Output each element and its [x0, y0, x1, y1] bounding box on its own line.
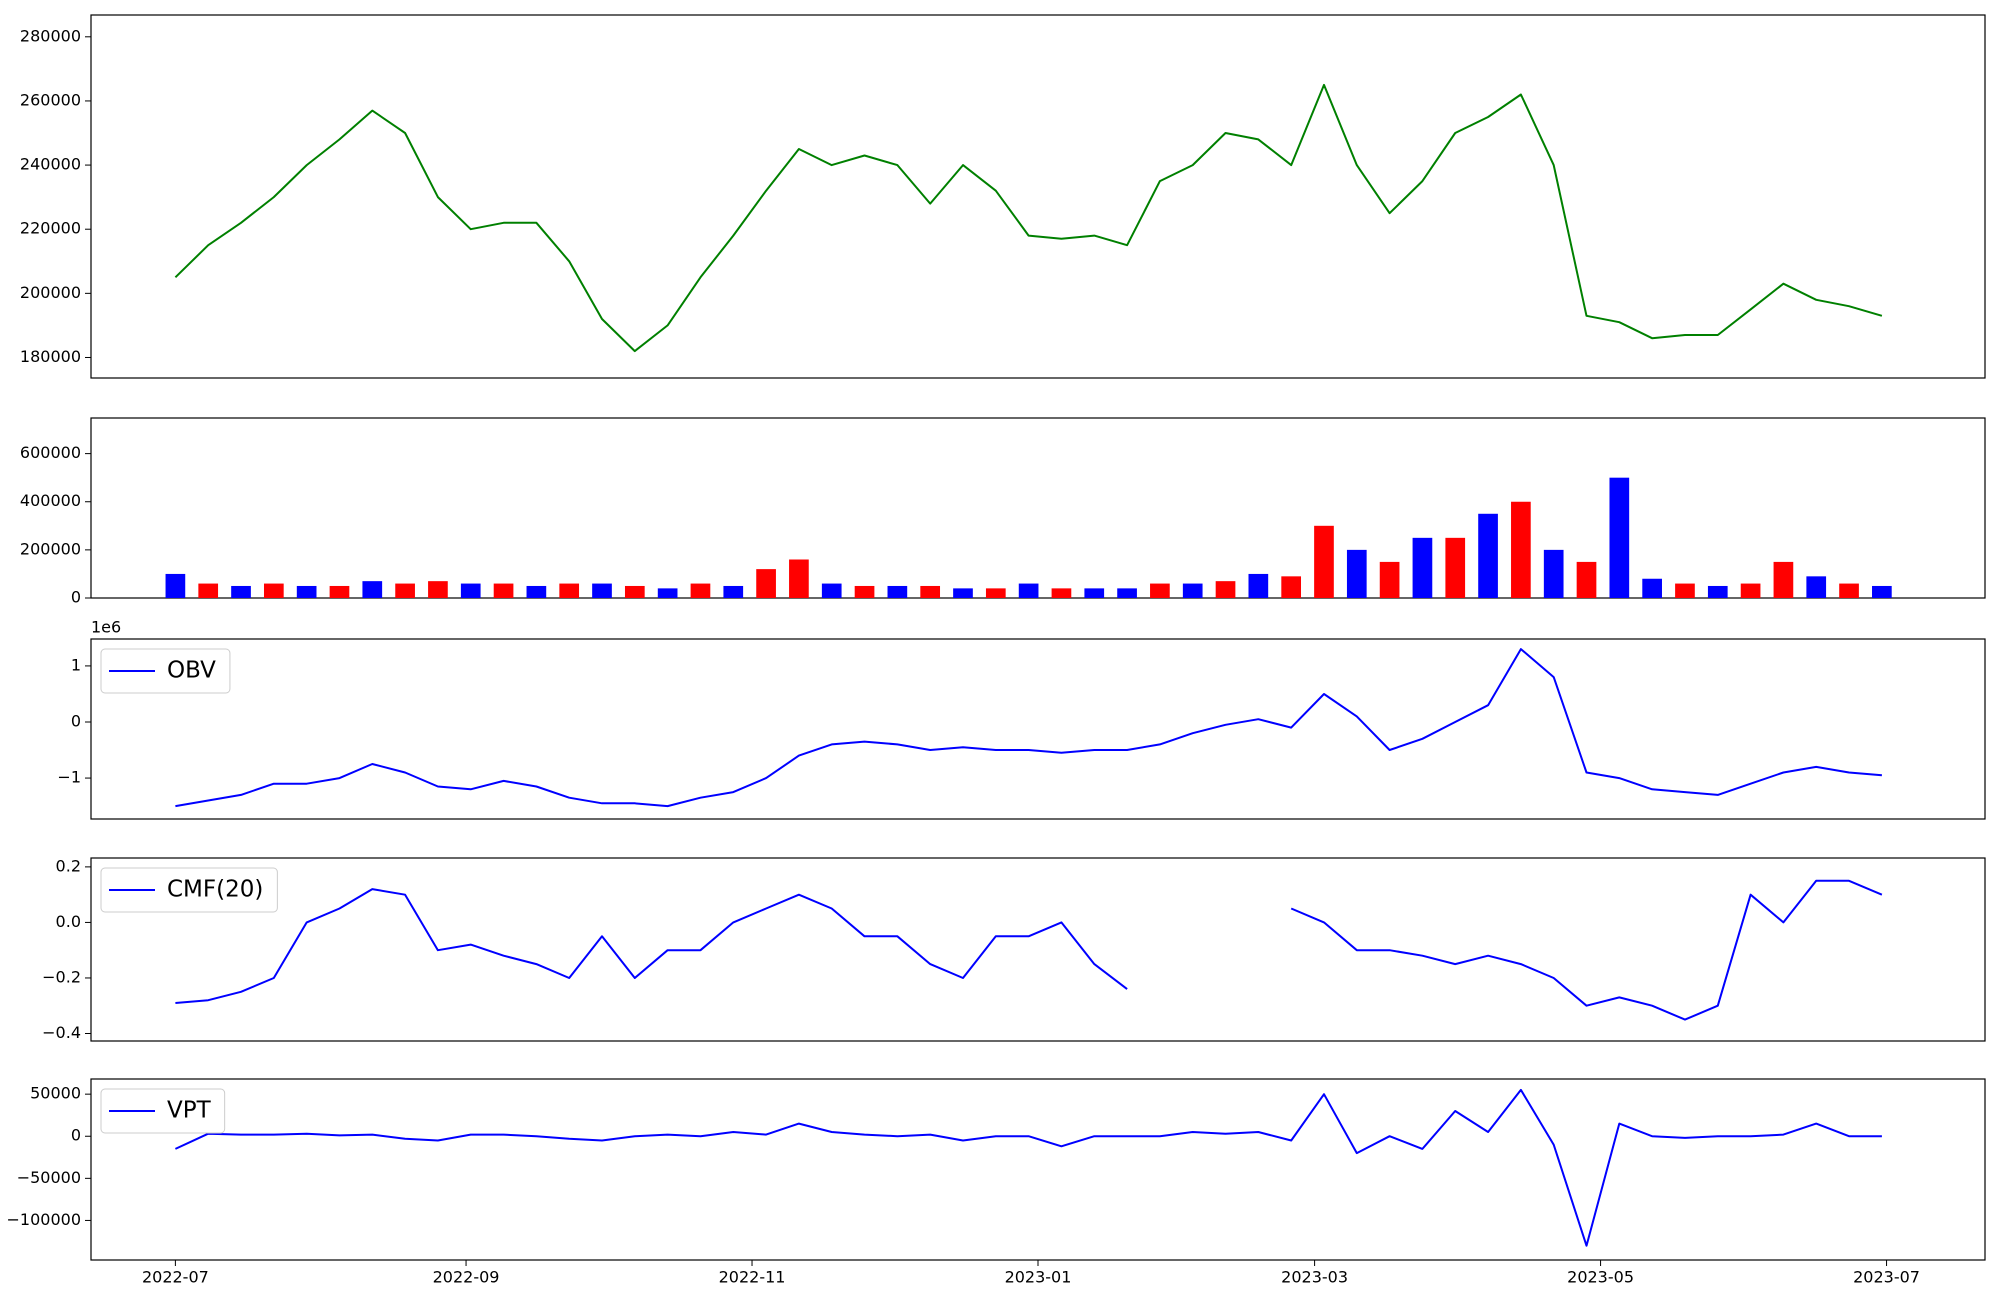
legend-label: VPT: [167, 1098, 212, 1124]
volume-bar: [756, 569, 776, 598]
y-tick-label: 1: [71, 655, 81, 674]
y-tick-label: 200000: [20, 539, 81, 558]
volume-bar: [1281, 576, 1302, 598]
volume-bar: [1445, 537, 1466, 598]
y-tick-label: −1: [57, 768, 81, 787]
legend-box: [100, 648, 231, 694]
volume-bar: [1314, 525, 1334, 598]
series-line: [174, 1088, 1882, 1247]
axes-frame: [90, 638, 1986, 820]
series-line: [174, 83, 1883, 353]
y-tick-label: −0.2: [42, 967, 81, 986]
series-line: [175, 879, 1883, 1021]
volume-bar: [1379, 561, 1400, 598]
volume-bar: [1740, 583, 1761, 598]
volume-bar: [1346, 549, 1367, 598]
y-tick-label: 280000: [20, 26, 81, 45]
axes-frame: [90, 857, 1986, 1042]
volume-bar: [1018, 583, 1039, 598]
y-tick-label: 260000: [20, 90, 81, 109]
volume-bar: [1478, 513, 1498, 598]
volume-bar: [493, 583, 514, 598]
y-tick-label: 240000: [20, 155, 81, 174]
x-tick-label: 2022-07: [142, 1268, 209, 1287]
x-tick-label: 2022-09: [433, 1268, 500, 1287]
volume-bar: [624, 585, 645, 598]
volume-bar: [887, 585, 908, 598]
volume-bar: [1084, 588, 1105, 598]
y-tick-label: 0.0: [56, 912, 81, 931]
volume-bar: [1872, 585, 1892, 598]
volume-bar: [559, 583, 580, 598]
volume-bar: [690, 583, 711, 598]
volume-bar: [395, 583, 415, 598]
y-tick-label: 0: [71, 1126, 81, 1145]
volume-bar: [985, 588, 1006, 598]
volume-bar: [723, 585, 744, 598]
y-tick-label: 600000: [20, 443, 81, 462]
volume-bar: [1773, 561, 1794, 598]
volume-bar: [263, 583, 284, 598]
x-tick-label: 2023-05: [1567, 1268, 1634, 1287]
volume-bar: [460, 583, 481, 598]
x-tick-label: 2023-07: [1853, 1268, 1920, 1287]
volume-bar: [198, 583, 219, 598]
series-line: [175, 648, 1882, 808]
x-tick-label: 2023-01: [1005, 1268, 1072, 1287]
volume-bar: [526, 585, 547, 598]
volume-bar: [1150, 583, 1170, 598]
volume-bar: [165, 573, 186, 598]
volume-bar: [1511, 501, 1531, 598]
y-tick-label: 220000: [20, 219, 81, 238]
y-offset-label: 1e6: [91, 618, 121, 637]
volume-bar: [1051, 588, 1072, 598]
y-tick-label: −0.4: [42, 1023, 81, 1042]
legend-label: CMF(20): [167, 877, 263, 903]
y-tick-label: 400000: [20, 491, 81, 510]
volume-bar: [231, 585, 251, 598]
volume-bar: [428, 581, 448, 598]
axes-frame: [90, 14, 1986, 379]
y-tick-label: 180000: [20, 347, 81, 366]
volume-bar: [362, 581, 383, 598]
legend-box: [100, 867, 278, 913]
volume-bar: [1609, 477, 1630, 598]
volume-bar: [920, 585, 941, 598]
volume-bar: [1215, 581, 1236, 598]
volume-bar: [1576, 561, 1597, 598]
volume-bar: [1117, 588, 1137, 598]
volume-bar: [1412, 537, 1433, 598]
volume-bar: [1543, 549, 1564, 598]
volume-bar: [657, 588, 678, 598]
legend-label: OBV: [167, 658, 216, 684]
volume-bar: [789, 559, 809, 598]
y-tick-label: 0.2: [56, 856, 81, 875]
volume-bar: [1839, 583, 1859, 598]
y-tick-label: −100000: [7, 1210, 81, 1229]
y-tick-label: 0: [71, 588, 81, 607]
volume-bar: [592, 583, 612, 598]
legend-box: [100, 1088, 226, 1134]
volume-bar: [1806, 576, 1827, 598]
volume-bar: [296, 585, 317, 598]
volume-bar: [1707, 585, 1728, 598]
volume-bar: [953, 588, 973, 598]
volume-bar: [1642, 578, 1662, 598]
volume-bar: [854, 585, 875, 598]
volume-bar: [1675, 583, 1695, 598]
x-tick-label: 2023-03: [1281, 1268, 1348, 1287]
y-tick-label: 50000: [30, 1084, 81, 1103]
y-tick-label: −50000: [17, 1168, 81, 1187]
y-tick-label: 200000: [20, 283, 81, 302]
y-tick-label: 0: [71, 711, 81, 730]
volume-bar: [821, 583, 842, 598]
volume-bar: [1248, 573, 1269, 598]
x-tick-label: 2022-11: [719, 1268, 786, 1287]
volume-bar: [1182, 583, 1203, 598]
volume-bar: [329, 585, 350, 598]
